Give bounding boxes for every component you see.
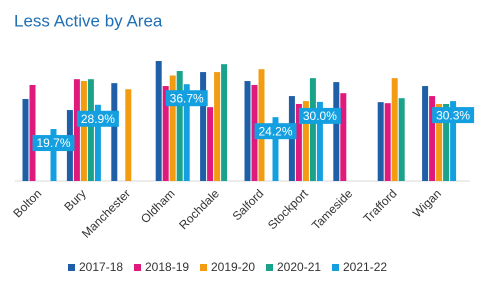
x-tick-label: Oldham xyxy=(138,186,178,226)
x-tick-label: Bury xyxy=(61,186,88,213)
legend-label: 2021-22 xyxy=(343,260,387,274)
value-label-box xyxy=(32,135,75,152)
bar xyxy=(302,101,309,181)
bar xyxy=(111,83,118,181)
bar xyxy=(221,64,228,181)
legend-label: 2020-21 xyxy=(277,260,321,274)
bar xyxy=(176,71,183,181)
bar xyxy=(162,86,169,181)
bar xyxy=(94,104,101,181)
legend-swatch xyxy=(200,264,207,271)
value-label: 30.3% xyxy=(436,108,470,122)
bar xyxy=(125,89,132,181)
bar xyxy=(316,101,323,181)
x-tick-label: Manchester xyxy=(79,186,133,240)
bar xyxy=(29,85,36,181)
x-tick-label: Rochdale xyxy=(176,186,222,232)
bar xyxy=(22,98,29,181)
x-tick-label: Tameside xyxy=(309,186,355,232)
bar xyxy=(87,79,94,181)
bar xyxy=(384,103,391,181)
bar xyxy=(398,98,405,181)
bar xyxy=(73,79,80,181)
bar xyxy=(309,78,316,181)
legend-swatch xyxy=(266,264,273,271)
bar xyxy=(169,75,176,181)
bar xyxy=(272,117,279,181)
value-label: 36.7% xyxy=(170,91,204,105)
bar xyxy=(244,81,251,181)
bar xyxy=(436,103,443,181)
value-label: 30.0% xyxy=(303,109,337,123)
bar xyxy=(333,82,340,181)
bar xyxy=(422,86,429,181)
value-label: 19.7% xyxy=(36,136,70,150)
legend-label: 2019-20 xyxy=(211,260,255,274)
bar xyxy=(200,72,207,181)
bar xyxy=(377,102,384,181)
bar xyxy=(391,78,398,181)
chart-title: Less Active by Area xyxy=(14,11,163,30)
value-label-box xyxy=(165,90,208,107)
value-label-box xyxy=(432,107,475,124)
bar xyxy=(443,103,450,181)
legend-swatch xyxy=(68,264,75,271)
value-label-box xyxy=(76,110,119,127)
bar xyxy=(295,103,302,181)
legend-label: 2018-19 xyxy=(145,260,189,274)
bar xyxy=(214,72,221,181)
legend-swatch xyxy=(332,264,339,271)
bar xyxy=(207,107,214,181)
bar xyxy=(340,93,347,181)
bar xyxy=(450,101,457,181)
bar xyxy=(429,96,436,181)
x-tick-label: Wigan xyxy=(410,186,444,220)
bar xyxy=(80,81,87,181)
x-tick-label: Stockport xyxy=(265,186,311,232)
legend-swatch xyxy=(134,264,141,271)
x-tick-label: Bolton xyxy=(10,186,44,220)
value-label-box xyxy=(254,123,297,140)
x-tick-label: Trafford xyxy=(360,186,399,225)
bar xyxy=(183,84,190,181)
value-label: 28.9% xyxy=(81,112,115,126)
value-label-box xyxy=(298,107,341,124)
x-tick-label: Salford xyxy=(230,186,267,223)
bar xyxy=(50,129,57,181)
value-label: 24.2% xyxy=(258,124,292,138)
bar xyxy=(155,61,162,181)
legend-label: 2017-18 xyxy=(79,260,123,274)
